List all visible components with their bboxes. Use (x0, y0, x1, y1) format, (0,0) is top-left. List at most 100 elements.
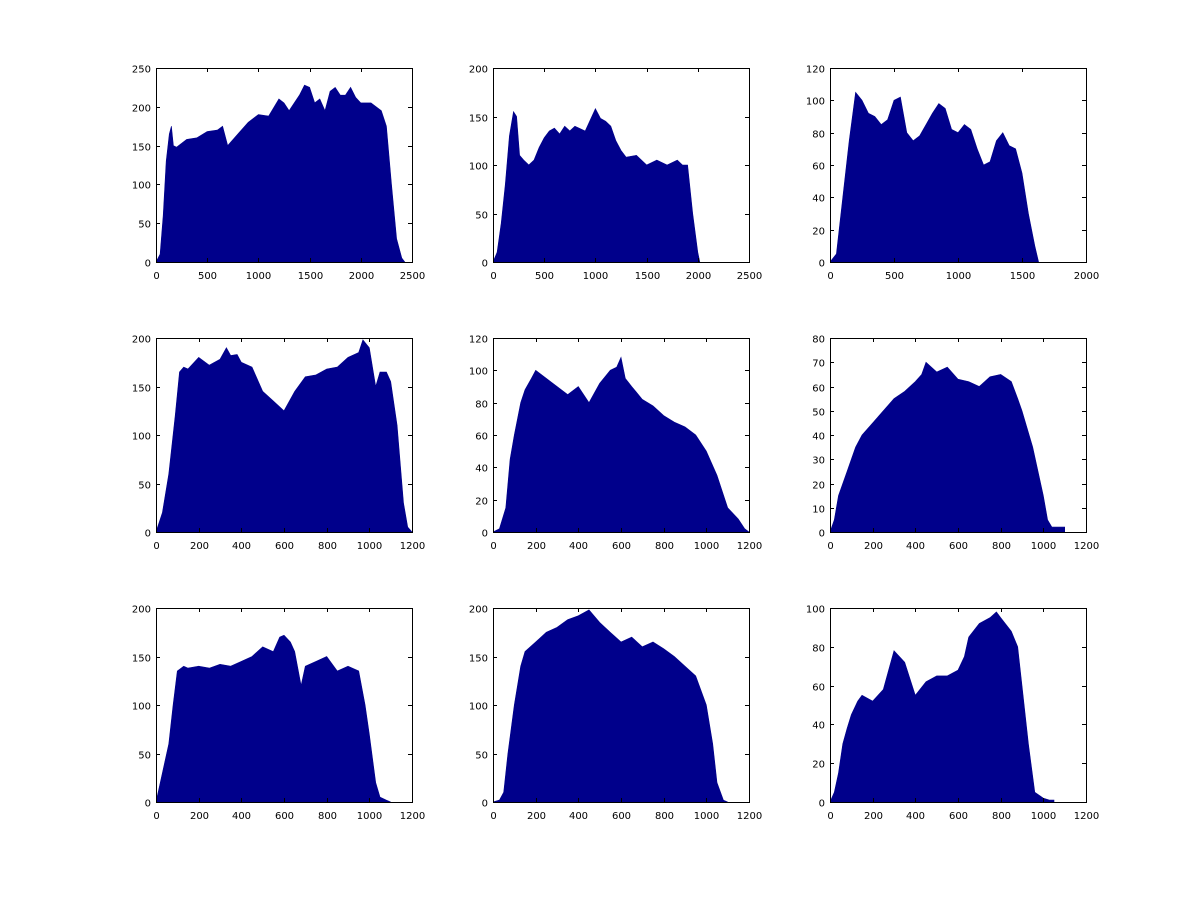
x-tick-label: 1200 (400, 541, 425, 552)
x-tick-label: 1200 (400, 811, 425, 822)
y-tick-label: 200 (469, 605, 488, 616)
x-tick-label: 200 (864, 811, 883, 822)
y-tick-label: 80 (475, 400, 488, 411)
x-tick-label: 400 (906, 811, 925, 822)
subplot-2: 0 500 1000 1500 2000 2500 0 50 100 150 200 (469, 65, 762, 283)
x-tick-label: 1000 (1031, 811, 1056, 822)
subplot-1-area (156, 84, 406, 262)
x-tick-label: 0 (490, 811, 496, 822)
x-tick-label: 400 (569, 811, 588, 822)
x-tick-label: 1000 (357, 541, 382, 552)
subplot-5-area (493, 356, 749, 532)
x-tick-label: 1200 (1074, 811, 1099, 822)
y-tick-label: 100 (469, 702, 488, 713)
y-tick-label: 20 (812, 227, 825, 238)
y-tick-label: 20 (475, 497, 488, 508)
y-tick-label: 60 (475, 432, 488, 443)
y-tick-label: 50 (138, 751, 151, 762)
y-tick-label: 250 (132, 65, 151, 76)
subplot-3-area (830, 91, 1039, 262)
y-tick-label: 50 (138, 220, 151, 231)
x-tick-label: 400 (232, 811, 251, 822)
x-tick-label: 1000 (246, 271, 271, 282)
y-tick-label: 100 (132, 432, 151, 443)
x-tick-label: 0 (153, 811, 159, 822)
y-tick-label: 50 (812, 408, 825, 419)
x-tick-label: 600 (275, 541, 294, 552)
y-tick-label: 0 (819, 529, 825, 540)
x-tick-label: 2000 (349, 271, 374, 282)
x-tick-label: 1200 (737, 541, 762, 552)
x-tick-label: 500 (885, 271, 904, 282)
x-tick-label: 1000 (694, 811, 719, 822)
y-tick-label: 150 (469, 654, 488, 665)
x-tick-label: 2000 (1074, 271, 1099, 282)
x-tick-label: 1000 (1031, 541, 1056, 552)
x-tick-label: 800 (655, 541, 674, 552)
x-tick-label: 1500 (635, 271, 660, 282)
y-tick-label: 100 (469, 162, 488, 173)
x-tick-label: 600 (275, 811, 294, 822)
x-tick-label: 600 (612, 541, 631, 552)
x-tick-label: 1000 (583, 271, 608, 282)
y-tick-label: 120 (806, 65, 825, 76)
x-tick-label: 600 (949, 541, 968, 552)
x-tick-label: 1200 (1074, 541, 1099, 552)
y-tick-label: 120 (469, 335, 488, 346)
subplot-5: 0 200 400 600 800 1000 1200 0 20 40 60 80 100 120 (469, 335, 762, 553)
y-tick-label: 0 (819, 799, 825, 810)
x-tick-label: 200 (190, 541, 209, 552)
y-tick-label: 0 (145, 259, 151, 270)
y-tick-label: 0 (482, 799, 488, 810)
x-tick-label: 0 (827, 541, 833, 552)
x-tick-label: 0 (490, 271, 496, 282)
x-tick-label: 400 (232, 541, 251, 552)
x-tick-label: 200 (527, 541, 546, 552)
x-tick-label: 0 (827, 811, 833, 822)
y-tick-label: 100 (806, 605, 825, 616)
subplot-9-area (830, 611, 1055, 802)
x-tick-label: 800 (992, 541, 1011, 552)
y-tick-label: 50 (475, 211, 488, 222)
x-tick-label: 1000 (357, 811, 382, 822)
subplot-4-area (156, 339, 412, 532)
y-tick-label: 150 (132, 143, 151, 154)
y-tick-label: 0 (145, 799, 151, 810)
y-tick-label: 0 (145, 529, 151, 540)
x-tick-label: 1200 (737, 811, 762, 822)
y-tick-label: 80 (812, 335, 825, 346)
x-tick-label: 2000 (686, 271, 711, 282)
x-tick-label: 2500 (737, 271, 762, 282)
y-tick-label: 40 (812, 432, 825, 443)
y-tick-label: 100 (132, 702, 151, 713)
y-tick-label: 60 (812, 683, 825, 694)
x-tick-label: 200 (190, 811, 209, 822)
x-tick-label: 800 (318, 811, 337, 822)
subplot-1: 0 500 1000 1500 2000 2500 0 50 100 150 200 250 (132, 65, 425, 283)
x-tick-label: 600 (612, 811, 631, 822)
y-tick-label: 40 (812, 194, 825, 205)
subplot-2-area (493, 108, 701, 262)
subplot-3: 0 500 1000 1500 2000 0 20 40 60 80 100 120 (806, 65, 1099, 283)
x-tick-label: 1500 (1010, 271, 1035, 282)
subplot-9: 0 200 400 600 800 1000 1200 0 20 40 60 80 100 (806, 605, 1099, 823)
x-tick-label: 800 (992, 811, 1011, 822)
y-tick-label: 50 (475, 751, 488, 762)
x-tick-label: 0 (490, 541, 496, 552)
y-tick-label: 200 (132, 605, 151, 616)
y-tick-label: 20 (812, 481, 825, 492)
y-tick-label: 20 (812, 760, 825, 771)
y-tick-label: 200 (469, 65, 488, 76)
y-tick-label: 0 (819, 259, 825, 270)
y-tick-label: 150 (132, 384, 151, 395)
subplot-7: 0 200 400 600 800 1000 1200 0 50 100 150 200 (132, 605, 425, 823)
y-tick-label: 150 (132, 654, 151, 665)
y-tick-label: 10 (812, 505, 825, 516)
x-tick-label: 1000 (946, 271, 971, 282)
y-tick-label: 0 (482, 259, 488, 270)
subplot-6: 0 200 400 600 800 1000 1200 0 10 20 30 40 50 60 70 80 (812, 335, 1099, 553)
y-tick-label: 80 (812, 130, 825, 141)
subplot-4: 0 200 400 600 800 1000 1200 0 50 100 150 200 (132, 335, 425, 553)
subplot-6-area (830, 361, 1065, 532)
